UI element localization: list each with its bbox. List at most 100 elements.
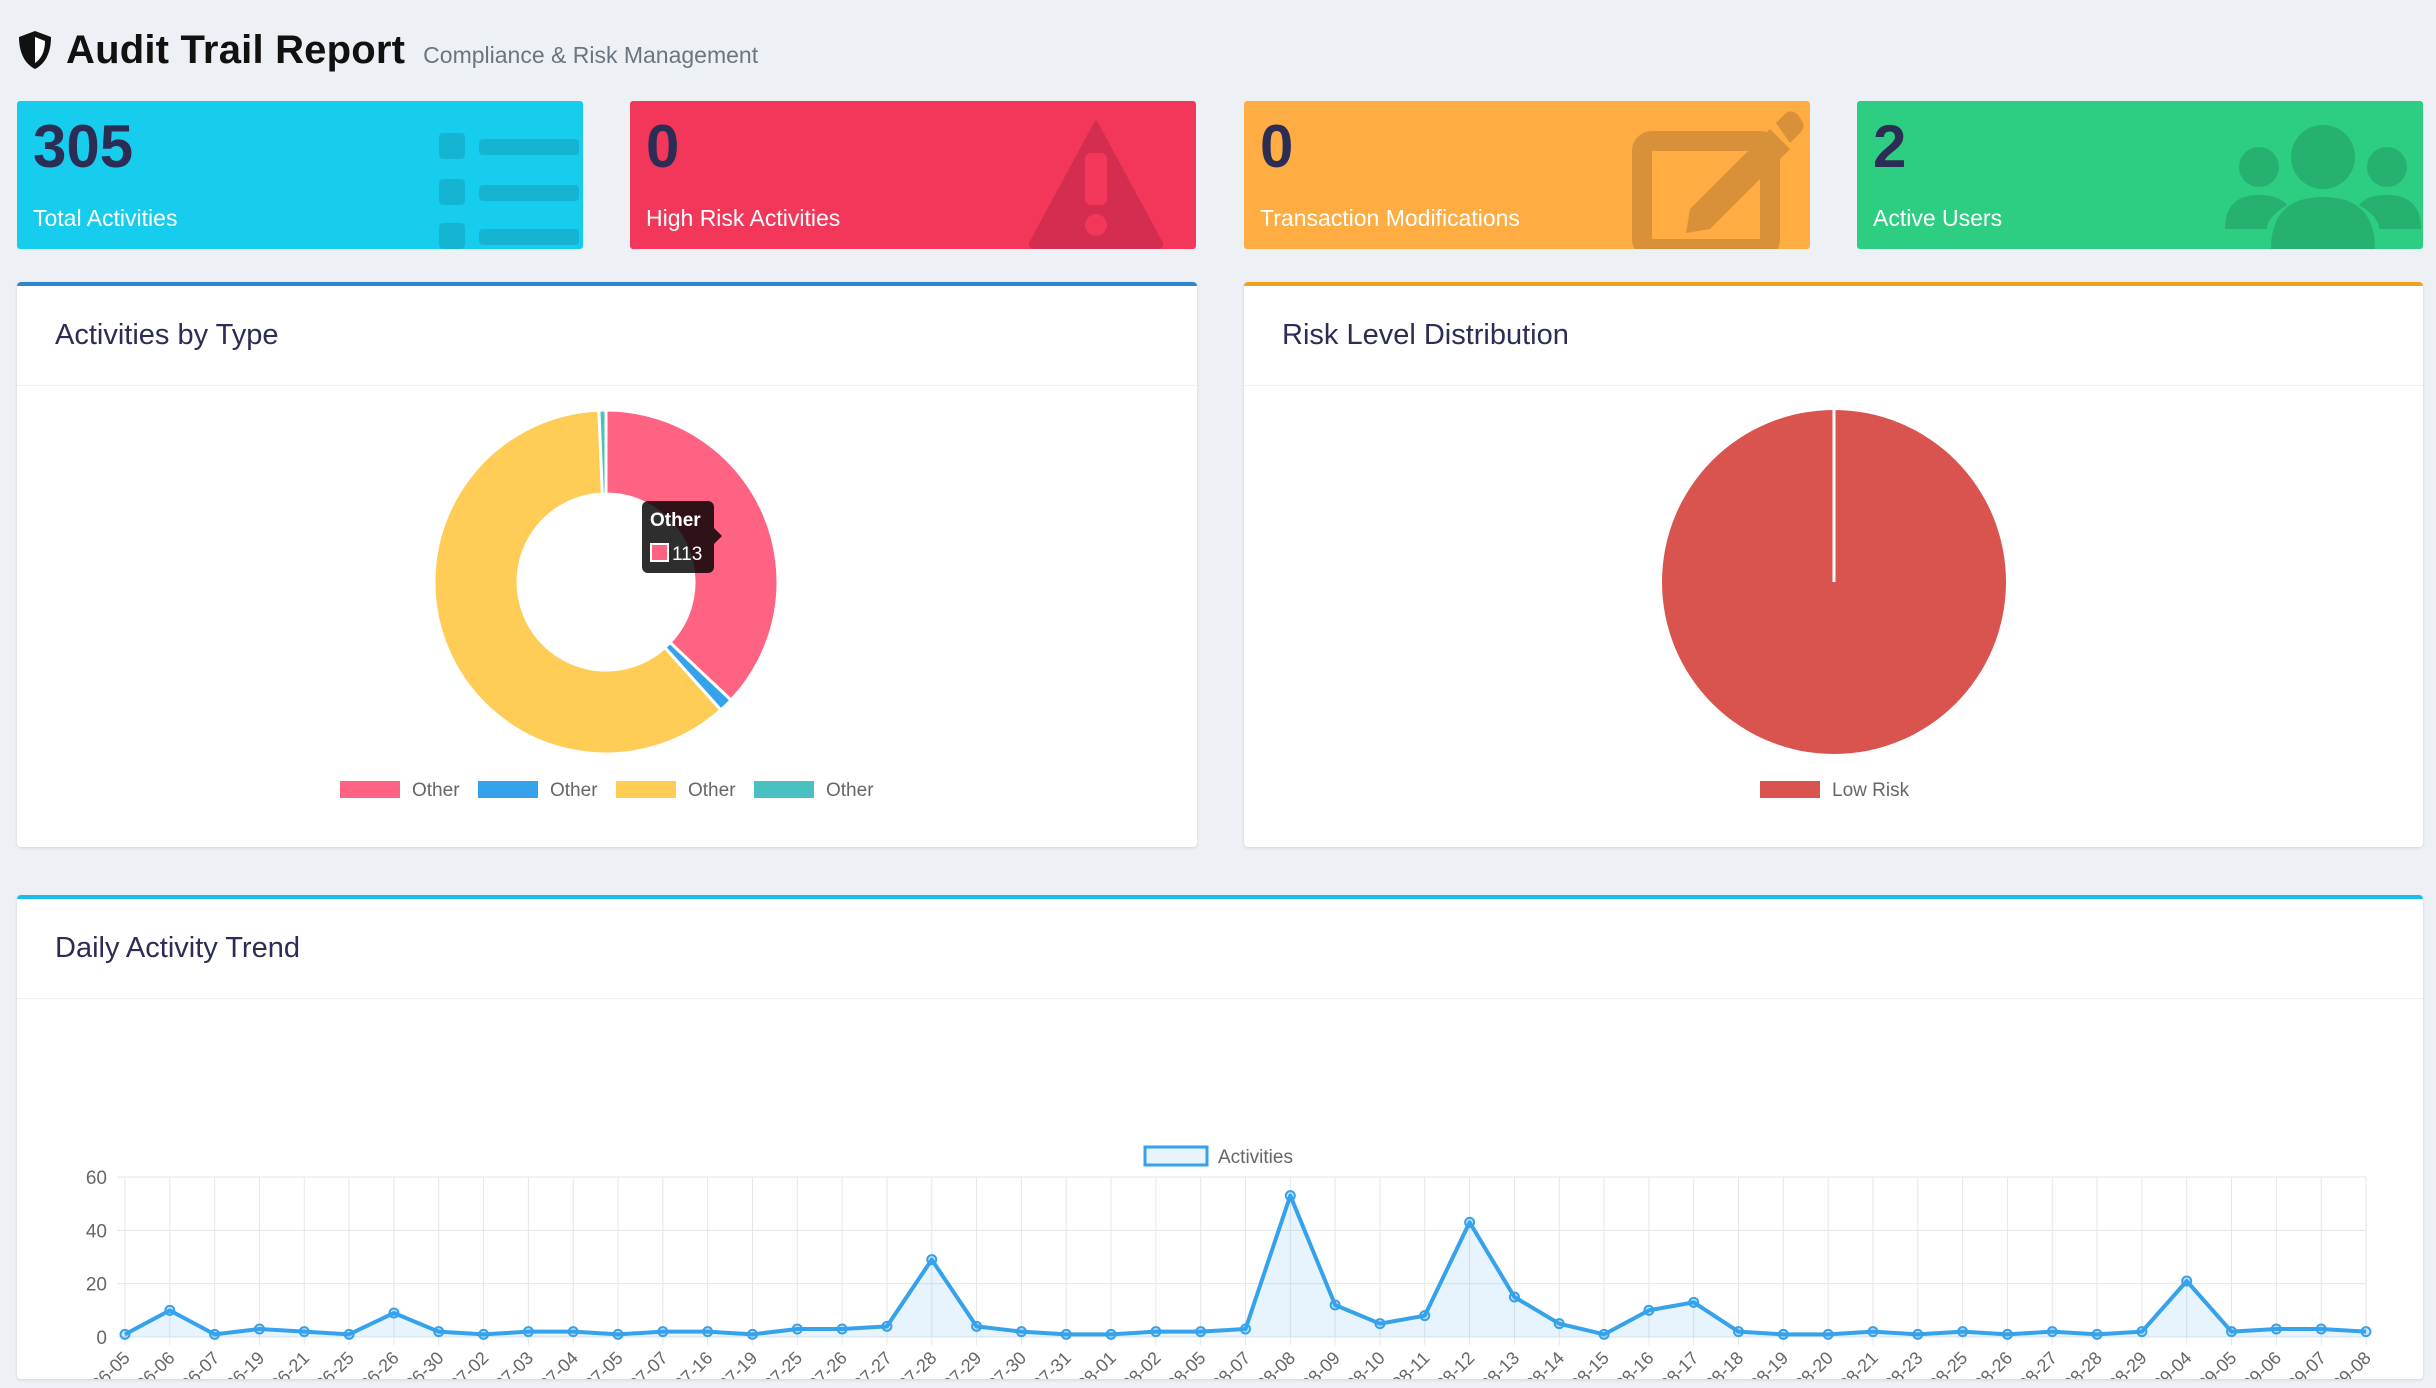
data-point[interactable] bbox=[1957, 1326, 1969, 1338]
data-point[interactable] bbox=[2226, 1326, 2238, 1338]
legend-label[interactable]: Activities bbox=[1218, 1147, 1293, 1168]
legend-swatch bbox=[478, 781, 538, 798]
y-tick-label: 20 bbox=[86, 1275, 107, 1296]
legend-swatch bbox=[340, 781, 400, 798]
y-tick-label: 0 bbox=[96, 1328, 107, 1349]
data-point[interactable] bbox=[298, 1326, 310, 1338]
y-tick-label: 60 bbox=[86, 1168, 107, 1189]
stat-value: 305 bbox=[33, 113, 134, 180]
stat-value: 0 bbox=[646, 113, 680, 180]
data-point[interactable] bbox=[343, 1328, 355, 1340]
data-point[interactable] bbox=[2091, 1328, 2103, 1340]
data-point[interactable] bbox=[1688, 1296, 1700, 1308]
data-point[interactable] bbox=[2360, 1326, 2372, 1338]
series-line-activities bbox=[124, 1193, 2367, 1337]
data-point[interactable] bbox=[2046, 1326, 2058, 1338]
legend-swatch bbox=[1760, 781, 1820, 798]
daily-activity-line-chart[interactable]: 02040602025-06-052025-06-062025-06-07202… bbox=[17, 999, 2423, 1379]
data-point[interactable] bbox=[612, 1328, 624, 1340]
data-point[interactable] bbox=[1777, 1328, 1789, 1340]
data-point[interactable] bbox=[2315, 1323, 2327, 1335]
data-point[interactable] bbox=[1822, 1328, 1834, 1340]
data-point[interactable] bbox=[702, 1326, 714, 1338]
data-point[interactable] bbox=[164, 1304, 176, 1316]
tooltip-value: 113 bbox=[672, 544, 702, 565]
data-point[interactable] bbox=[1329, 1299, 1341, 1311]
stat-card-active-users: 2 Active Users bbox=[1857, 101, 2423, 249]
daily-trend-card: Daily Activity Trend 02040602025-06-0520… bbox=[17, 895, 2423, 1379]
stat-label: Total Activities bbox=[33, 205, 178, 231]
data-point[interactable] bbox=[1284, 1190, 1296, 1202]
x-tick-label: 2025-06-05 bbox=[55, 1348, 134, 1379]
data-point[interactable] bbox=[926, 1254, 938, 1266]
data-point[interactable] bbox=[522, 1326, 534, 1338]
legend-label[interactable]: Low Risk bbox=[1832, 780, 1910, 801]
data-point[interactable] bbox=[1015, 1326, 1027, 1338]
activities-by-type-card: Activities by Type Other Other Other Other … bbox=[17, 282, 1197, 847]
data-point[interactable] bbox=[657, 1326, 669, 1338]
stat-value: 2 bbox=[1873, 113, 1907, 180]
data-point[interactable] bbox=[1553, 1318, 1565, 1330]
stat-card-high-risk: 0 High Risk Activities bbox=[630, 101, 1196, 249]
data-point[interactable] bbox=[1105, 1328, 1117, 1340]
data-point[interactable] bbox=[1643, 1304, 1655, 1316]
activities-doughnut-chart[interactable]: Other Other Other Other Other 113 bbox=[17, 386, 1197, 847]
data-point[interactable] bbox=[433, 1326, 445, 1338]
data-point[interactable] bbox=[388, 1307, 400, 1319]
legend-label[interactable]: Other bbox=[826, 780, 874, 801]
data-point[interactable] bbox=[1733, 1326, 1745, 1338]
tooltip-swatch bbox=[650, 543, 669, 562]
data-point[interactable] bbox=[1464, 1216, 1476, 1228]
stat-value: 0 bbox=[1260, 113, 1294, 180]
page-title: Audit Trail Report bbox=[66, 27, 406, 72]
card-title: Daily Activity Trend bbox=[17, 899, 2423, 999]
stat-label: High Risk Activities bbox=[646, 205, 841, 231]
data-point[interactable] bbox=[881, 1320, 893, 1332]
data-point[interactable] bbox=[1419, 1310, 1431, 1322]
data-point[interactable] bbox=[1867, 1326, 1879, 1338]
data-point[interactable] bbox=[478, 1328, 490, 1340]
tooltip-title: Other bbox=[650, 510, 701, 531]
data-point[interactable] bbox=[1240, 1323, 1251, 1335]
risk-pie-chart[interactable]: Low Risk bbox=[1244, 386, 2423, 847]
stat-label: Transaction Modifications bbox=[1260, 205, 1520, 231]
data-point[interactable] bbox=[746, 1328, 758, 1340]
legend-label[interactable]: Other bbox=[550, 780, 598, 801]
shield-icon bbox=[19, 31, 51, 69]
data-point[interactable] bbox=[119, 1328, 131, 1340]
data-point[interactable] bbox=[971, 1320, 983, 1332]
data-point[interactable] bbox=[209, 1328, 221, 1340]
data-point[interactable] bbox=[1598, 1328, 1610, 1340]
risk-distribution-card: Risk Level Distribution Low Risk bbox=[1244, 282, 2423, 847]
doughnut-slice[interactable] bbox=[432, 408, 723, 756]
legend-label[interactable]: Other bbox=[688, 780, 736, 801]
data-point[interactable] bbox=[836, 1323, 848, 1335]
warning-icon bbox=[1028, 119, 1164, 249]
data-point[interactable] bbox=[1508, 1291, 1520, 1303]
legend-label[interactable]: Other bbox=[412, 780, 460, 801]
data-point[interactable] bbox=[2001, 1328, 2013, 1340]
data-point[interactable] bbox=[2136, 1326, 2148, 1338]
data-point[interactable] bbox=[567, 1326, 579, 1338]
stat-card-transaction-mods: 0 Transaction Modifications bbox=[1244, 101, 1810, 249]
data-point[interactable] bbox=[2181, 1275, 2193, 1287]
data-point[interactable] bbox=[1912, 1328, 1924, 1340]
card-title: Activities by Type bbox=[17, 286, 1197, 386]
card-title: Risk Level Distribution bbox=[1244, 286, 2423, 386]
data-point[interactable] bbox=[1060, 1328, 1072, 1340]
data-point[interactable] bbox=[253, 1323, 265, 1335]
data-point[interactable] bbox=[1150, 1326, 1162, 1338]
stat-card-total-activities: 305 Total Activities bbox=[17, 101, 583, 249]
list-icon bbox=[439, 133, 579, 249]
data-point[interactable] bbox=[2270, 1323, 2282, 1335]
doughnut-slice[interactable] bbox=[597, 408, 608, 496]
stat-label: Active Users bbox=[1873, 205, 2003, 231]
chart-tooltip: Other 113 bbox=[642, 501, 722, 573]
page-header: Audit Trail Report Compliance & Risk Man… bbox=[16, 22, 758, 78]
data-point[interactable] bbox=[1374, 1318, 1386, 1330]
legend-swatch bbox=[754, 781, 814, 798]
data-point[interactable] bbox=[1195, 1326, 1207, 1338]
data-point[interactable] bbox=[791, 1323, 803, 1335]
y-tick-label: 40 bbox=[86, 1221, 107, 1242]
legend-swatch bbox=[616, 781, 676, 798]
